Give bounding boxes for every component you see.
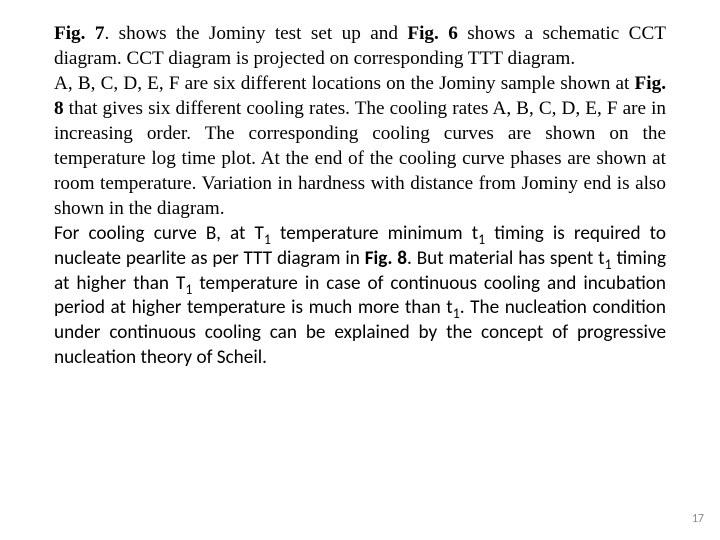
paragraph-1: Fig. 7. shows the Jominy test set up and… [54, 22, 666, 72]
body-text-block: Fig. 7. shows the Jominy test set up and… [54, 22, 666, 371]
subscript: 1 [605, 255, 612, 272]
text-run: For cooling curve B, at T [54, 222, 264, 245]
paragraph-2: A, B, C, D, E, F are six different locat… [54, 72, 666, 222]
subscript: 1 [453, 305, 460, 322]
fig-ref-7: Fig. 7 [54, 23, 104, 44]
page-number: 17 [692, 512, 704, 526]
paragraph-3: For cooling curve B, at T1 temperature m… [54, 222, 666, 372]
fig-ref-6: Fig. 6 [407, 23, 457, 44]
fig-ref-8b: Fig. 8 [365, 247, 407, 270]
text-run: temperature minimum t [271, 222, 478, 245]
text-run: that gives six different cooling rates. … [54, 98, 666, 219]
text-run: . But material has spent t [407, 247, 605, 270]
slide-page: Fig. 7. shows the Jominy test set up and… [0, 0, 720, 540]
subscript: 1 [264, 230, 271, 247]
text-run: A, B, C, D, E, F are six different locat… [54, 73, 635, 94]
text-run: . shows the Jominy test set up and [104, 23, 407, 44]
